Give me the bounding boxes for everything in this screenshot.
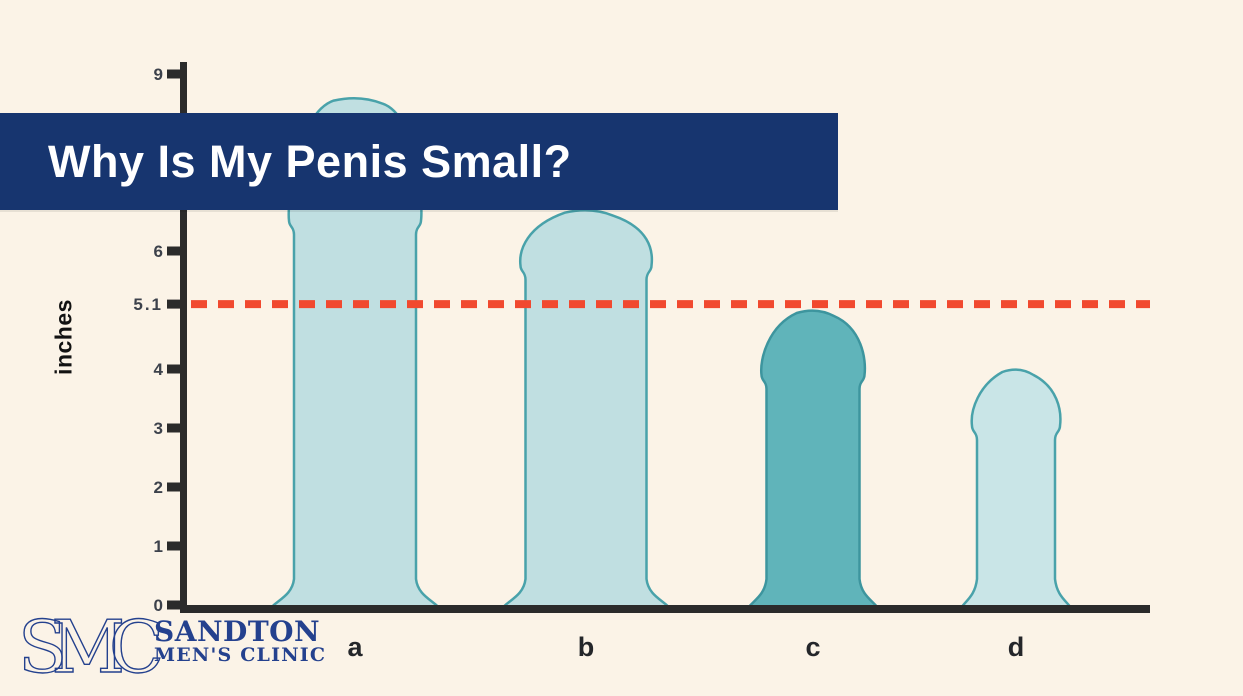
y-tick-label: 2 xyxy=(154,478,163,497)
bar-shape-d xyxy=(957,368,1075,613)
x-category-label-d: d xyxy=(1008,632,1025,662)
y-tick xyxy=(167,69,180,79)
bar-shape-b xyxy=(498,209,674,613)
x-category-label-a: a xyxy=(347,632,363,662)
logo-names: SANDTON MEN'S CLINIC xyxy=(154,610,327,666)
y-tick-label: 6 xyxy=(154,242,163,261)
y-tick xyxy=(167,600,180,610)
y-axis-title: inches xyxy=(50,299,77,375)
y-tick xyxy=(167,246,180,256)
y-tick-label: 9 xyxy=(154,65,163,84)
logo-monogram-mark: SMC xyxy=(17,604,176,689)
x-axis-line xyxy=(180,605,1150,613)
x-category-label-b: b xyxy=(578,632,595,662)
y-tick xyxy=(167,541,180,551)
logo-monogram: SMC xyxy=(18,605,160,689)
clinic-logo: SMC SANDTON MEN'S CLINIC xyxy=(16,604,327,689)
logo-name-line2: MEN'S CLINIC xyxy=(154,644,327,666)
y-tick xyxy=(167,299,180,309)
y-tick xyxy=(167,482,180,492)
y-tick-label: 1 xyxy=(154,537,163,556)
y-tick xyxy=(167,364,180,374)
logo-name-line1: SANDTON xyxy=(154,615,321,648)
bar-shape-a xyxy=(267,96,443,613)
y-tick-label: 5.1 xyxy=(133,295,163,314)
page-title: Why Is My Penis Small? xyxy=(48,135,572,187)
x-category-label-c: c xyxy=(805,632,820,662)
y-tick-label: 4 xyxy=(154,360,164,379)
y-axis-line xyxy=(180,62,187,613)
bar-shape-c xyxy=(744,309,882,613)
title-banner: Why Is My Penis Small? xyxy=(0,113,838,210)
y-tick-label: 0 xyxy=(154,596,163,615)
y-tick-label: 3 xyxy=(154,419,163,438)
y-tick xyxy=(167,423,180,433)
